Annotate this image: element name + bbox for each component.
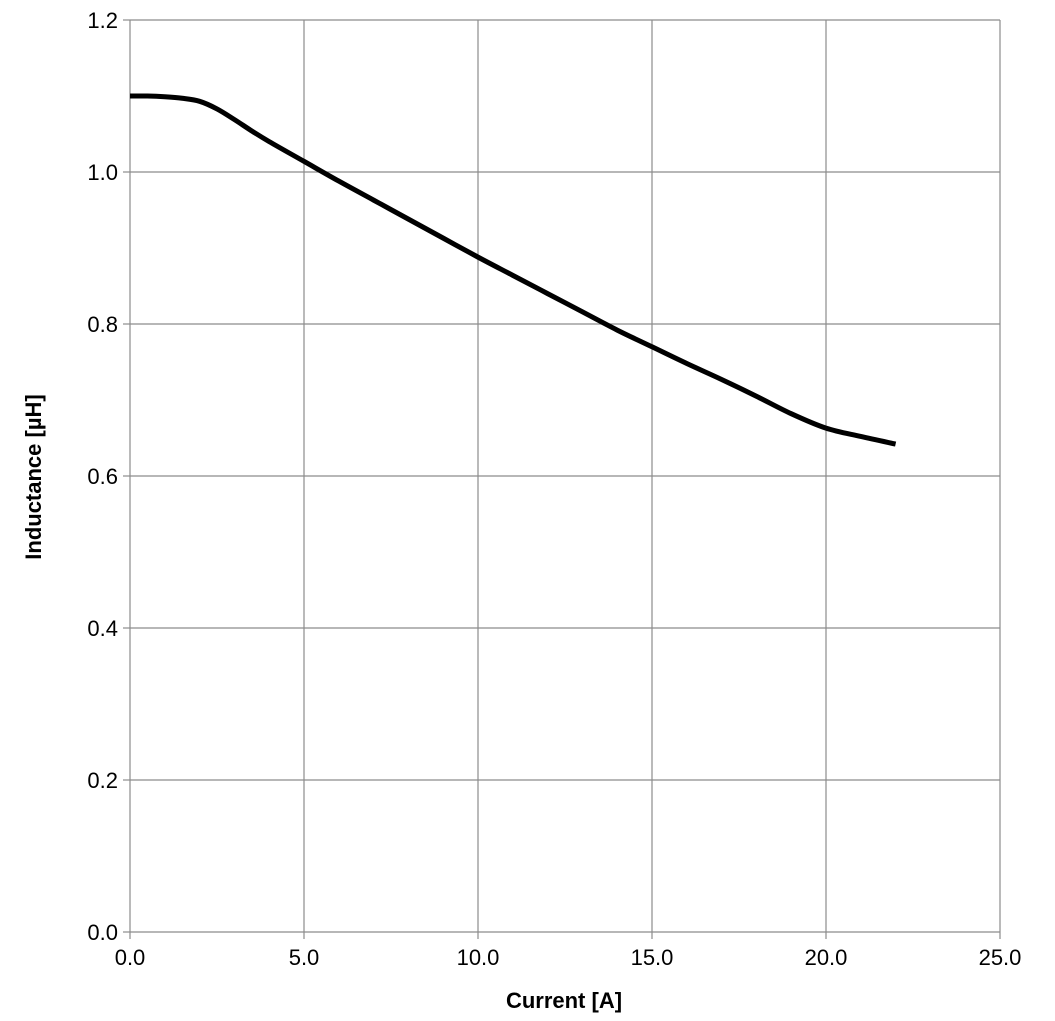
y-tick-label: 0.4 — [87, 616, 118, 641]
y-tick-label: 0.6 — [87, 464, 118, 489]
grid — [130, 19, 1001, 932]
x-axis-title: Current [A] — [506, 988, 622, 1013]
series-layer — [129, 93, 897, 447]
y-tick-label: 0.8 — [87, 312, 118, 337]
x-tick-label: 5.0 — [289, 945, 320, 970]
y-tick-label: 0.2 — [87, 768, 118, 793]
x-tick-label: 25.0 — [979, 945, 1022, 970]
x-tick-label: 20.0 — [805, 945, 848, 970]
x-tick-label: 10.0 — [457, 945, 500, 970]
x-tick-label: 15.0 — [631, 945, 674, 970]
tick-labels: 0.0 5.0 10.0 15.0 20.0 25.0 0.0 0.2 0.4 0.6 0.8 1.0… — [87, 8, 1021, 970]
x-tick-label: 0.0 — [115, 945, 146, 970]
series-line-inductance — [129, 93, 897, 447]
y-tick-label: 1.0 — [87, 160, 118, 185]
y-axis-title: Inductance [µH] — [21, 394, 46, 559]
y-tick-label: 1.2 — [87, 8, 118, 33]
axes — [123, 19, 1001, 939]
y-tick-label: 0.0 — [87, 920, 118, 945]
